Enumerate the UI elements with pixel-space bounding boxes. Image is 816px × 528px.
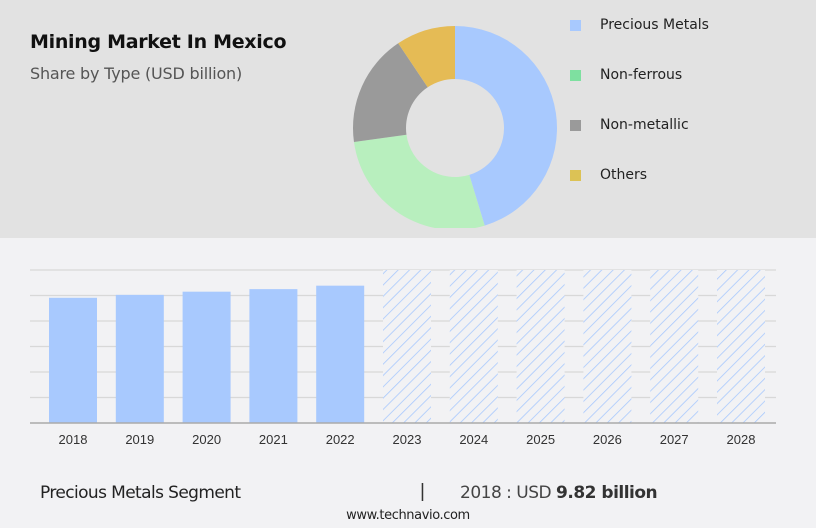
legend-swatch-icon bbox=[570, 169, 581, 181]
source-url: www.technavio.com bbox=[346, 508, 470, 523]
legend-label: Non-ferrous bbox=[600, 67, 683, 83]
x-axis-label: 2027 bbox=[659, 432, 689, 447]
legend-swatch-icon bbox=[570, 69, 581, 81]
forecast-bar-2025 bbox=[516, 270, 565, 423]
chart-title: Mining Market In Mexico bbox=[30, 31, 287, 53]
x-axis-label: 2023 bbox=[392, 432, 422, 447]
footer-separator: | bbox=[420, 481, 425, 502]
forecast-bar-2023 bbox=[383, 270, 431, 423]
bar-2020 bbox=[182, 291, 231, 423]
legend-item-non-metallic: Non-metallic bbox=[570, 115, 689, 135]
forecast-bar-2028 bbox=[717, 270, 765, 423]
x-axis-label: 2019 bbox=[125, 432, 155, 447]
legend-swatch-icon bbox=[570, 19, 581, 31]
legend-label: Precious Metals bbox=[600, 17, 709, 33]
legend-label: Others bbox=[600, 167, 648, 183]
segment-value: 2018 : USD 9.82 billion bbox=[460, 483, 658, 503]
x-axis-label: 2020 bbox=[192, 432, 222, 447]
donut-slice-precious-metals bbox=[455, 26, 557, 226]
x-axis-label: 2021 bbox=[258, 432, 288, 447]
forecast-bar-2027 bbox=[650, 270, 699, 423]
bars bbox=[49, 270, 765, 423]
donut-slice-non-metallic bbox=[353, 43, 428, 143]
legend-item-others: Others bbox=[570, 165, 647, 185]
segment-value-prefix: 2018 : USD bbox=[460, 483, 557, 503]
x-axis-label: 2025 bbox=[526, 432, 556, 447]
x-axis-label: 2018 bbox=[58, 432, 88, 447]
x-axis-label: 2028 bbox=[726, 432, 756, 447]
donut-slice-non-ferrous bbox=[353, 134, 485, 228]
bar-2019 bbox=[115, 294, 164, 423]
forecast-bar-2026 bbox=[583, 270, 632, 423]
legend-swatch-icon bbox=[570, 119, 581, 131]
bar-2022 bbox=[316, 285, 365, 423]
legend-item-non-ferrous: Non-ferrous bbox=[570, 65, 682, 85]
x-axis-label: 2026 bbox=[592, 432, 622, 447]
segment-value-amount: 9.82 billion bbox=[556, 483, 658, 503]
x-axis-label: 2022 bbox=[325, 432, 355, 447]
bar-2021 bbox=[249, 289, 298, 423]
bar-chart bbox=[30, 269, 776, 424]
legend-label: Non-metallic bbox=[600, 117, 689, 133]
legend-item-precious-metals: Precious Metals bbox=[570, 15, 709, 35]
donut-slice-others bbox=[398, 26, 455, 88]
x-axis-label: 2024 bbox=[459, 432, 489, 447]
donut-chart bbox=[353, 26, 557, 228]
chart-subtitle: Share by Type (USD billion) bbox=[30, 64, 243, 83]
segment-label: Precious Metals Segment bbox=[40, 483, 241, 503]
forecast-bar-2024 bbox=[449, 270, 498, 423]
bar-2018 bbox=[49, 297, 97, 423]
